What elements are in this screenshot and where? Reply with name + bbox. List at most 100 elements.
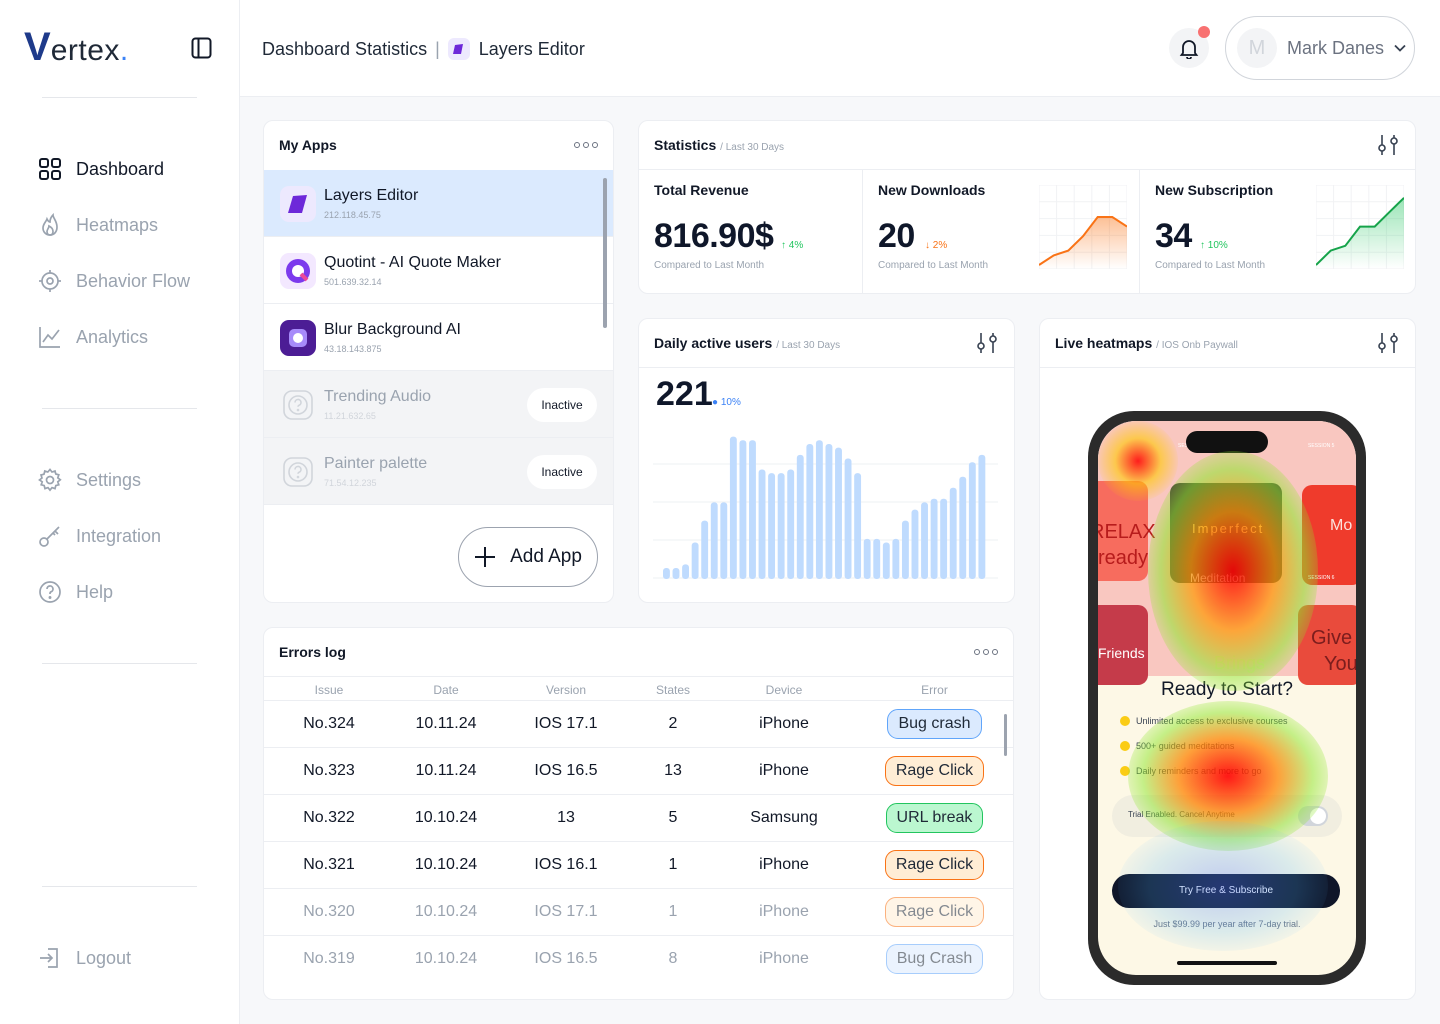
table-row[interactable]: No.322 10.10.24 13 5 Samsung URL break <box>264 793 1013 841</box>
toggle-switch[interactable] <box>1298 806 1328 826</box>
table-row[interactable]: No.321 10.10.24 IOS 16.1 1 iPhone Rage Click <box>264 840 1013 888</box>
daily-value: 221 <box>656 375 713 413</box>
trial-toggle-row[interactable]: Trial Enabled. Cancel Anytime <box>1112 795 1342 837</box>
nav-heatmaps[interactable]: Heatmaps <box>38 213 158 237</box>
breadcrumb-section[interactable]: Dashboard Statistics <box>262 38 428 59</box>
feature-item: Unlimited access to exclusive courses <box>1120 716 1288 726</box>
bar <box>940 498 948 579</box>
bar <box>672 568 680 579</box>
cell-device: iPhone <box>712 840 856 888</box>
table-row[interactable]: No.320 10.10.24 IOS 17.1 1 iPhone Rage Click <box>264 887 1013 935</box>
bar <box>663 568 670 579</box>
logo-v: V <box>24 25 51 69</box>
col-header: Version <box>545 683 587 698</box>
app-item[interactable]: Trending Audio 11.21.632.65 Inactive <box>264 371 613 438</box>
daily-change-value: 10% <box>720 397 741 408</box>
table-row[interactable]: No.319 10.10.24 IOS 16.5 8 iPhone Bug Crash <box>264 934 1013 982</box>
check-icon <box>1120 716 1130 726</box>
stat-value: 34 <box>1155 217 1192 255</box>
bar <box>921 502 928 579</box>
feature-text: Daily reminders and more to go <box>1136 766 1262 776</box>
bar <box>768 473 776 579</box>
feature-text: Unlimited access to exclusive courses <box>1136 716 1288 726</box>
nav-integration[interactable]: Integration <box>38 524 161 548</box>
status-badge[interactable]: Inactive <box>527 455 597 489</box>
stat-value: 20 <box>878 217 915 255</box>
status-badge[interactable]: Inactive <box>527 388 597 422</box>
app-name: Quotint - AI Quote Maker <box>324 254 501 271</box>
divider <box>639 169 1415 170</box>
nav-help[interactable]: Help <box>38 580 113 604</box>
nav-logout[interactable]: Logout <box>38 946 131 970</box>
user-menu[interactable]: M Mark Danes <box>1225 16 1415 80</box>
scrollbar[interactable] <box>603 178 607 328</box>
bar <box>978 454 986 579</box>
nav-label: Behavior Flow <box>76 270 191 291</box>
cell-error: URL break <box>856 793 1013 841</box>
try-free-button[interactable]: Try Free & Subscribe <box>1112 874 1340 908</box>
stat-compare: Compared to Last Month <box>1155 260 1266 271</box>
tile-label: Imperfect <box>1192 521 1265 536</box>
app-item[interactable]: Blur Background AI 43.18.143.875 <box>264 304 613 371</box>
filter-adjust-icon[interactable] <box>1377 331 1399 355</box>
more-icon[interactable] <box>574 142 598 148</box>
daily-title: Daily active users / Last 30 Days <box>654 335 840 351</box>
cell-date: 10.10.24 <box>394 840 498 888</box>
cell-error: Rage Click <box>856 746 1013 794</box>
cell-version: IOS 16.5 <box>498 934 634 982</box>
statistics-title-text: Statistics <box>654 137 717 153</box>
nav-analytics[interactable]: Analytics <box>38 325 148 349</box>
bar <box>710 502 718 579</box>
cell-states: 1 <box>634 840 712 888</box>
filter-adjust-icon[interactable] <box>976 331 998 355</box>
cell-version: 13 <box>498 793 634 841</box>
bar <box>873 538 881 579</box>
bar <box>968 462 976 579</box>
bar <box>806 443 814 579</box>
my-apps-title: My Apps <box>279 137 337 153</box>
add-app-label: Add App <box>510 546 582 567</box>
tile <box>1098 605 1148 685</box>
nav-label: Settings <box>76 469 142 490</box>
app-item[interactable]: Layers Editor 212.118.45.75 <box>264 170 613 237</box>
error-badge[interactable]: Rage Click <box>884 896 985 927</box>
nav-settings[interactable]: Settings <box>38 468 141 492</box>
nav-dashboard[interactable]: Dashboard <box>38 157 164 181</box>
daily-subtitle: / Last 30 Days <box>776 340 841 351</box>
bar <box>844 458 852 579</box>
more-icon[interactable] <box>974 649 998 655</box>
scrollbar[interactable] <box>1004 714 1007 756</box>
bar <box>720 502 728 579</box>
cell-error: Bug crash <box>856 699 1013 747</box>
app-item[interactable]: Painter palette 71.54.12.235 Inactive <box>264 438 613 505</box>
tile-label: SESSION 5 <box>1308 443 1335 449</box>
error-badge[interactable]: Bug Crash <box>885 943 984 974</box>
line-series <box>1039 216 1127 266</box>
nav-behavior-flow[interactable]: Behavior Flow <box>38 269 190 293</box>
tile-label: You <box>1324 653 1356 675</box>
bar <box>682 564 689 579</box>
live-heatmaps-card: Live heatmaps / IOS Onb Paywall RELAX re… <box>1039 318 1416 1000</box>
error-badge[interactable]: Bug crash <box>887 708 982 739</box>
error-badge[interactable]: Rage Click <box>884 755 985 786</box>
add-app-button[interactable]: Add App <box>458 527 598 587</box>
table-row[interactable]: No.323 10.11.24 IOS 16.5 13 iPhone Rage Click <box>264 746 1013 794</box>
error-badge[interactable]: URL break <box>885 802 984 833</box>
bar <box>739 440 747 579</box>
cell-version: IOS 17.1 <box>498 699 634 747</box>
error-badge[interactable]: Rage Click <box>884 849 985 880</box>
blur-app-icon <box>280 320 316 356</box>
filter-adjust-icon[interactable] <box>1377 133 1399 157</box>
bar <box>777 473 785 579</box>
sidebar-toggle-icon[interactable] <box>191 37 212 59</box>
breadcrumb-app[interactable]: Layers Editor <box>478 38 585 59</box>
app-ip: 11.21.632.65 <box>324 411 376 421</box>
tile-label: Meditation <box>1190 571 1246 585</box>
app-item[interactable]: Quotint - AI Quote Maker 501.639.32.14 <box>264 237 613 304</box>
statistics-card: Statistics / Last 30 Days Total Revenue … <box>638 120 1416 294</box>
cell-date: 10.11.24 <box>394 699 498 747</box>
plus-icon <box>475 547 496 567</box>
table-row[interactable]: No.324 10.11.24 IOS 17.1 2 iPhone Bug crash <box>264 699 1013 747</box>
bar <box>930 498 938 579</box>
